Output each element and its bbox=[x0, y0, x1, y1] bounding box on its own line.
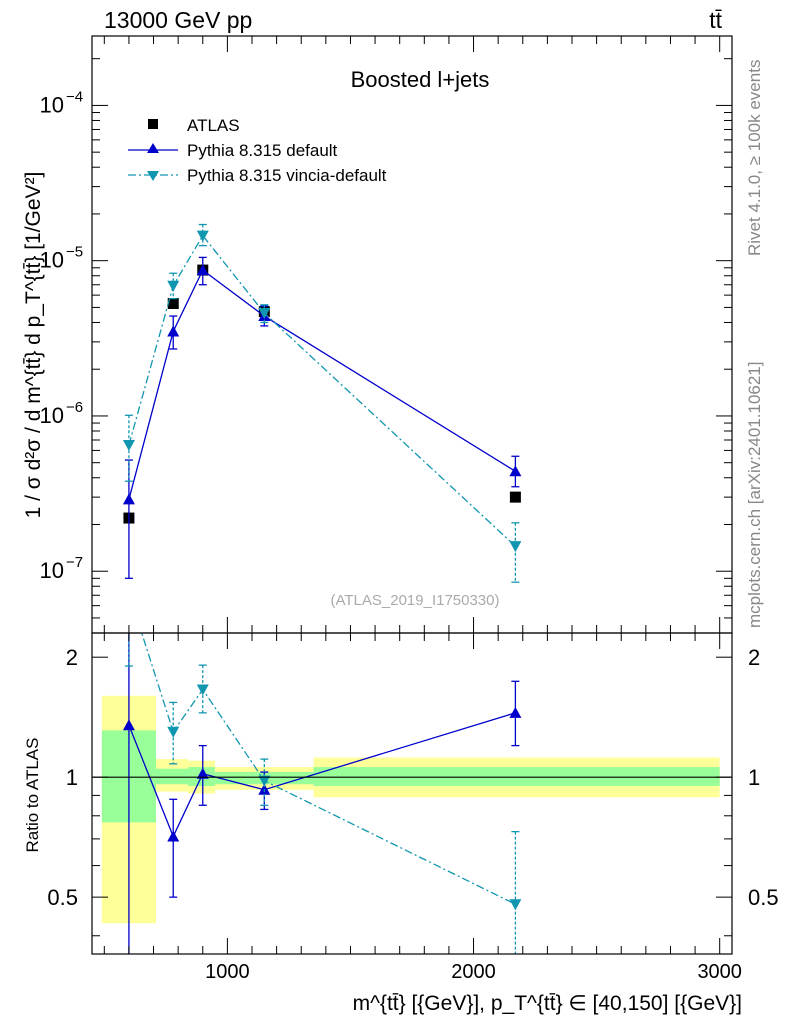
legend-default-marker bbox=[147, 143, 159, 153]
y-axis-label: 1 / σ d²σ / d m^{tt̄} d p_T^{tt̄} [1/GeV… bbox=[22, 172, 45, 519]
plot-title: Boosted l+jets bbox=[351, 67, 490, 92]
ratio-pythia-vincia-point-3 bbox=[258, 775, 271, 787]
rivet-label: Rivet 4.1.0, ≥ 100k events bbox=[745, 60, 764, 256]
header-right: tt̄ bbox=[709, 7, 722, 33]
y-tick-exponent-1: −6 bbox=[66, 399, 83, 416]
legend-item-pythia-vincia: Pythia 8.315 vincia-default bbox=[128, 166, 387, 185]
ratio-pythia-vincia-point-1 bbox=[167, 726, 180, 738]
legend: ATLAS Pythia 8.315 default Pythia 8.315 … bbox=[128, 116, 387, 185]
ratio-y-axis-label: Ratio to ATLAS bbox=[23, 738, 42, 853]
ratio-frame bbox=[91, 632, 733, 955]
ratio-pythia-vincia-point-4 bbox=[509, 899, 522, 911]
main-pythia-default-point-1 bbox=[167, 325, 180, 337]
ratio-y-tick-label-left-2: 2 bbox=[66, 645, 78, 670]
ratio-pythia-default-point-0 bbox=[122, 719, 135, 731]
y-tick-label-3: 10 bbox=[40, 92, 64, 117]
x-axis-label: m^{tt̄} [{GeV}], p_T^{tt̄} ∈ [40,150] [{… bbox=[353, 992, 742, 1015]
ratio-pythia-default-point-2 bbox=[196, 767, 209, 779]
main-pythia-vincia-line bbox=[128, 234, 516, 547]
y-tick-label-1: 10 bbox=[40, 403, 64, 428]
main-pythia-default-point-2 bbox=[196, 264, 209, 276]
ratio-series-layer bbox=[122, 588, 522, 954]
ratio-pythia-vincia-point-0 bbox=[123, 588, 135, 599]
ratio-pythia-vincia-point-2 bbox=[196, 684, 209, 696]
main-series-layer bbox=[122, 223, 522, 583]
ratio-y-tick-label-right-1: 1 bbox=[748, 765, 760, 790]
legend-atlas-label: ATLAS bbox=[187, 116, 240, 135]
mcplots-label: mcplots.cern.ch [arXiv:2401.10621] bbox=[745, 362, 764, 628]
legend-vincia-marker bbox=[147, 171, 159, 181]
ratio-y-tick-label-right-0: 0.5 bbox=[748, 885, 779, 910]
main-pythia-default-line bbox=[128, 269, 516, 500]
legend-item-pythia-default: Pythia 8.315 default bbox=[128, 141, 338, 160]
y-tick-exponent-3: −4 bbox=[66, 88, 83, 105]
ratio-bands bbox=[101, 695, 720, 924]
x-tick-label-1: 2000 bbox=[451, 961, 496, 983]
y-tick-exponent-0: −7 bbox=[66, 554, 83, 571]
main-pythia-vincia-point-2 bbox=[196, 230, 209, 242]
ratio-pythia-default-point-4 bbox=[509, 706, 522, 718]
ratio-y-tick-label-left-1: 1 bbox=[66, 765, 78, 790]
main-pythia-default-point-4 bbox=[509, 465, 522, 477]
watermark: (ATLAS_2019_I1750330) bbox=[330, 592, 499, 609]
ratio-y-tick-label-left-0: 0.5 bbox=[47, 885, 78, 910]
main-pythia-default-point-0 bbox=[122, 493, 135, 505]
header-left: 13000 GeV pp bbox=[104, 7, 252, 33]
y-tick-exponent-2: −5 bbox=[66, 244, 83, 261]
main-pythia-vincia-point-3 bbox=[258, 308, 271, 320]
main-pythia-vincia-point-1 bbox=[167, 280, 180, 292]
ratio-y-tick-label-right-2: 2 bbox=[748, 645, 760, 670]
main-pythia-vincia-point-4 bbox=[509, 541, 522, 553]
band-inner-1 bbox=[156, 768, 188, 785]
x-tick-label-2: 3000 bbox=[697, 961, 742, 983]
legend-default-label: Pythia 8.315 default bbox=[187, 141, 338, 160]
legend-atlas-marker bbox=[148, 119, 158, 129]
x-tick-label-0: 1000 bbox=[205, 961, 250, 983]
ratio-pythia-vincia-line bbox=[141, 633, 516, 905]
main-pythia-vincia-point-0 bbox=[122, 439, 135, 451]
main-atlas-point-4 bbox=[509, 491, 521, 503]
y-tick-label-0: 10 bbox=[40, 558, 64, 583]
main-atlas-point-1 bbox=[167, 297, 179, 309]
y-tick-label-2: 10 bbox=[40, 248, 64, 273]
legend-vincia-label: Pythia 8.315 vincia-default bbox=[187, 166, 387, 185]
ratio-pythia-default-point-1 bbox=[167, 830, 180, 842]
legend-item-atlas: ATLAS bbox=[148, 116, 240, 135]
band-inner-4 bbox=[313, 767, 720, 787]
